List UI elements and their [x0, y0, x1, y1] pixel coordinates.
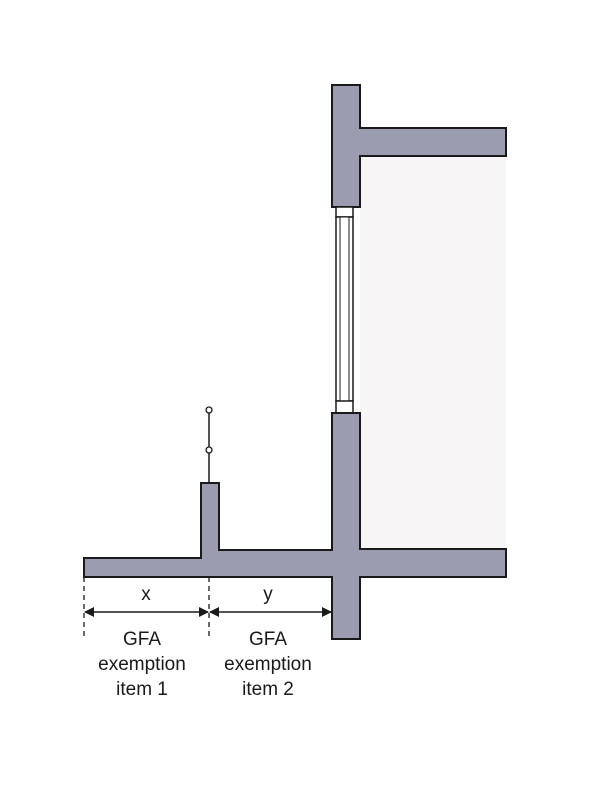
dimension-label-x: x — [141, 584, 151, 605]
label-item-2-line-1: GFA — [249, 629, 287, 650]
railing — [206, 407, 212, 483]
label-item-1-line-3: item 1 — [116, 679, 168, 700]
label-item-1-line-1: GFA — [123, 629, 161, 650]
window — [336, 207, 353, 413]
dimension-label-y: y — [263, 584, 273, 605]
label-item-1: GFA exemption item 1 — [98, 629, 186, 700]
label-item-2: GFA exemption item 2 — [224, 629, 312, 700]
interior-room — [360, 156, 506, 549]
label-item-2-line-3: item 2 — [242, 679, 294, 700]
label-item-1-line-2: exemption — [98, 654, 186, 675]
label-item-2-line-2: exemption — [224, 654, 312, 675]
